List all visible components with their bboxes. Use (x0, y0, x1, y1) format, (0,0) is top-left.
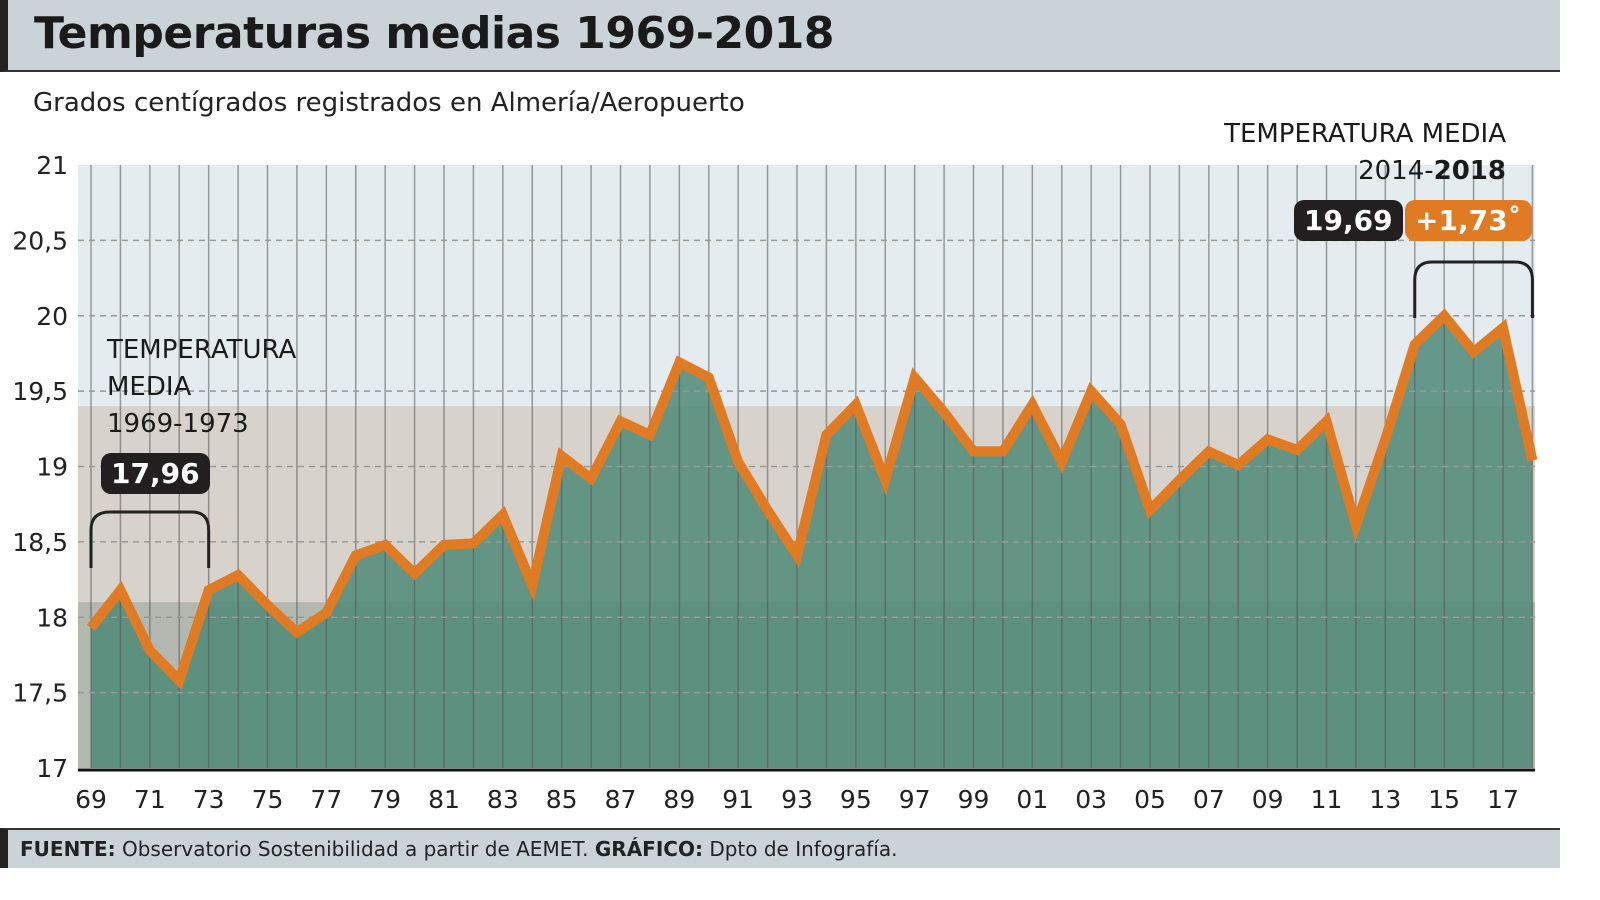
x-tick-label: 91 (722, 785, 754, 814)
area-fill (91, 315, 1533, 768)
annotation-left-line1: TEMPERATURA (107, 335, 297, 365)
x-tick-label: 87 (605, 785, 637, 814)
y-tick-label: 20 (36, 302, 68, 331)
x-tick-label: 89 (663, 785, 695, 814)
x-tick-label: 99 (958, 785, 990, 814)
x-tick-label: 03 (1075, 785, 1107, 814)
x-tick-label: 05 (1134, 785, 1166, 814)
source-label: FUENTE: (20, 837, 116, 861)
y-tick-label: 17 (36, 754, 68, 783)
x-tick-label: 83 (487, 785, 519, 814)
bracket-2014-2018 (1413, 260, 1534, 318)
y-tick-label: 18 (36, 603, 68, 632)
x-tick-label: 97 (899, 785, 931, 814)
chart-title: Temperaturas medias 1969-2018 (34, 8, 835, 59)
chart-subtitle: Grados centígrados registrados en Almerí… (33, 88, 745, 118)
bracket-1969-1973 (89, 510, 211, 568)
y-tick-label: 20,5 (12, 226, 68, 255)
annotation-right-line1: TEMPERATURA MEDIA (1224, 119, 1506, 149)
y-tick-label: 19 (36, 453, 68, 482)
x-tick-label: 85 (546, 785, 578, 814)
x-tick-label: 07 (1193, 785, 1225, 814)
y-tick-label: 17,5 (12, 679, 68, 708)
source-text: Observatorio Sostenibilidad a partir de … (121, 837, 589, 861)
x-tick-label: 01 (1016, 785, 1048, 814)
annotation-left-line2: MEDIA (107, 372, 192, 402)
x-tick-label: 09 (1252, 785, 1284, 814)
x-tick-label: 69 (75, 785, 107, 814)
x-tick-label: 73 (193, 785, 225, 814)
y-tick-label: 19,5 (12, 377, 68, 406)
delta-pill: +1,73˚ (1405, 200, 1532, 241)
x-tick-label: 11 (1311, 785, 1343, 814)
value-pill-2014-2018: 19,69 (1294, 200, 1403, 241)
x-tick-label: 15 (1428, 785, 1460, 814)
x-tick-label: 81 (428, 785, 460, 814)
graphic-text: Dpto de Infografía. (709, 837, 898, 861)
x-tick-label: 95 (840, 785, 872, 814)
x-tick-label: 17 (1487, 785, 1519, 814)
x-tick-label: 13 (1369, 785, 1401, 814)
x-tick-label: 77 (310, 785, 342, 814)
y-tick-label: 18,5 (12, 528, 68, 557)
header-bar: Temperaturas medias 1969-2018 (0, 0, 1560, 72)
value-pill-1969-1973: 17,96 (101, 453, 210, 494)
x-tick-label: 71 (134, 785, 166, 814)
x-tick-label: 79 (369, 785, 401, 814)
graphic-label: GRÁFICO: (594, 837, 703, 861)
x-tick-label: 75 (252, 785, 284, 814)
annotation-right-years-end: 2018 (1433, 156, 1506, 186)
y-tick-label: 21 (36, 151, 68, 180)
temperature-line (87, 308, 1538, 690)
x-tick-label: 93 (781, 785, 813, 814)
annotation-left-line3: 1969-1973 (107, 409, 249, 439)
footer: FUENTE: Observatorio Sostenibilidad a pa… (0, 828, 1560, 868)
annotation-left: TEMPERATURA MEDIA 1969-1973 (107, 332, 296, 443)
chart: 17 17,5 18 18,5 19 19,5 20 20,5 21 69 71 73 75 77 79 81… (12, 151, 1538, 814)
annotation-right-years-start: 2014- (1358, 156, 1434, 186)
annotation-right: TEMPERATURA MEDIA 2014-2018 (1224, 116, 1506, 190)
